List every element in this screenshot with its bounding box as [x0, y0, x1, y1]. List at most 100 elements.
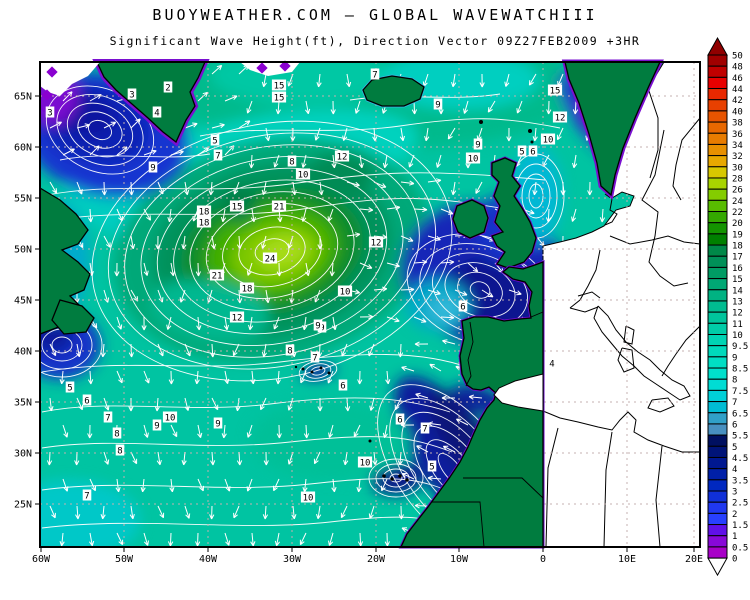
colorbar-cell [707, 512, 728, 526]
colorbar-cell [707, 266, 728, 280]
contour-label-text: 12 [371, 239, 382, 249]
wave-height-colorbar-legend: 5048464442403836343230282624222019181716… [707, 36, 748, 577]
colorbar-cell [707, 322, 728, 336]
colorbar-tick-label: 1.5 [732, 521, 748, 531]
colorbar-cell [707, 345, 728, 358]
colorbar-cell [707, 524, 728, 537]
colorbar-tick-label: 22 [732, 208, 743, 218]
contour-label-text: 10 [298, 171, 309, 181]
colorbar-tick-label: 2.5 [732, 499, 748, 509]
colorbar-cell [707, 99, 728, 112]
colorbar-cell [707, 211, 728, 224]
colorbar-cell [707, 311, 728, 324]
contour-label-text: 18 [199, 219, 210, 229]
colorbar-tick-label: 19 [732, 230, 743, 240]
colorbar-cell [707, 412, 728, 425]
contour-label-text: 12 [555, 114, 566, 124]
colorbar-tick-label: 1 [732, 532, 737, 542]
colorbar-cell [707, 445, 728, 458]
lat-tick-label: 65N [14, 92, 32, 103]
sea-ice-patches [40, 60, 300, 101]
colorbar-tick-label: 42 [732, 96, 743, 106]
colorbar-tick-label: 32 [732, 152, 743, 162]
colorbar-tick-label: 7.5 [732, 387, 748, 397]
colorbar-tick-label: 36 [732, 130, 743, 140]
land-layer [39, 59, 664, 549]
lon-tick-label: 0 [540, 554, 546, 565]
island-dot [405, 478, 409, 482]
colorbar-cell [707, 401, 728, 414]
lat-tick-label: 50N [14, 245, 32, 256]
contour-label-text: 9 [215, 420, 220, 430]
colorbar-tick-label: 6 [732, 420, 737, 430]
axis-labels: 65N 60N 55N 50N 45N 40N 35N 30N 25N 60W 50W 40W 30W 2… [14, 92, 703, 566]
contour-label-text: 6 [530, 148, 535, 158]
colorbar-tick-label: 8.5 [732, 365, 748, 375]
lat-tick-label: 60N [14, 143, 32, 154]
contour-label-text: 3 [47, 109, 52, 119]
contour-label-text: 7 [422, 425, 427, 435]
lon-tick-label: 50W [115, 554, 134, 565]
colorbar-cell [707, 76, 728, 90]
colorbar-tick-label: 48 [732, 63, 743, 73]
colorbar-tick-label: 6.5 [732, 409, 748, 419]
page-title: BUOYWEATHER.COM — GLOBAL WAVEWATCHIII [152, 6, 598, 24]
colorbar-cell [707, 199, 728, 213]
colorbar-tick-label: 9 [732, 353, 737, 363]
colorbar-cell [707, 300, 728, 313]
lon-tick-label: 20E [685, 554, 703, 565]
colorbar-cell [707, 378, 728, 391]
contour-label-text: 18 [242, 285, 253, 295]
contour-label-text: 21 [274, 203, 285, 213]
contour-label-text: 10 [165, 414, 176, 424]
colorbar-cell [707, 278, 728, 291]
lat-tick-label: 25N [14, 500, 32, 511]
ice-diamond-icon [46, 66, 58, 78]
landmass-norway [564, 61, 662, 197]
colorbar-tick-label: 13 [732, 297, 743, 307]
contour-label-text: 8 [287, 347, 292, 357]
contour-label-text: 5 [429, 463, 434, 473]
contour-label-text: 15 [274, 94, 285, 104]
contour-label-text: 18 [199, 208, 210, 218]
contour-label-text: 5 [67, 384, 72, 394]
colorbar-cell [707, 110, 728, 123]
contour-label-text: 6 [460, 303, 465, 313]
lon-tick-label: 30W [283, 554, 302, 565]
colorbar-tick-label: 20 [732, 219, 743, 229]
colorbar-tick-label: 12 [732, 309, 743, 319]
lon-tick-label: 60W [32, 554, 51, 565]
colorbar-cell [707, 233, 728, 246]
colorbar-tick-label: 11 [732, 320, 743, 330]
contour-lines [40, 85, 565, 547]
colorbar-tick-label: 44 [732, 85, 743, 95]
contour-label-text: 9 [150, 164, 155, 174]
colorbar-cell [707, 121, 728, 134]
contour-label-text: 8 [117, 447, 122, 457]
ice-diamond-icon [41, 89, 53, 101]
colorbar-cell [707, 155, 728, 168]
island-dot [310, 370, 314, 374]
island-dot [398, 474, 402, 478]
lat-tick-label: 35N [14, 398, 32, 409]
contour-label-text: 10 [303, 494, 314, 504]
contour-label-text: 9 [435, 101, 440, 111]
colorbar-tick-label: 18 [732, 242, 743, 252]
contour-label-text: 4 [154, 109, 159, 119]
colorbar-tick-label: 4.5 [732, 454, 748, 464]
contour-label-text: 7 [372, 71, 377, 81]
lat-tick-label: 45N [14, 296, 32, 307]
contour-label-text: 10 [360, 459, 371, 469]
lon-tick-label: 20W [367, 554, 386, 565]
lat-tick-label: 30N [14, 449, 32, 460]
colorbar-tick-label: 2 [732, 510, 737, 520]
island-dot [327, 371, 331, 375]
mediterranean-nodata-blob [493, 373, 544, 412]
colorbar-cell [707, 423, 728, 436]
contour-label-text: 6 [340, 382, 345, 392]
colorbar-cell [707, 54, 728, 67]
contour-label-text: 10 [543, 136, 554, 146]
colorbar-cell [707, 490, 728, 503]
colorbar-tick-label: 34 [732, 141, 743, 151]
